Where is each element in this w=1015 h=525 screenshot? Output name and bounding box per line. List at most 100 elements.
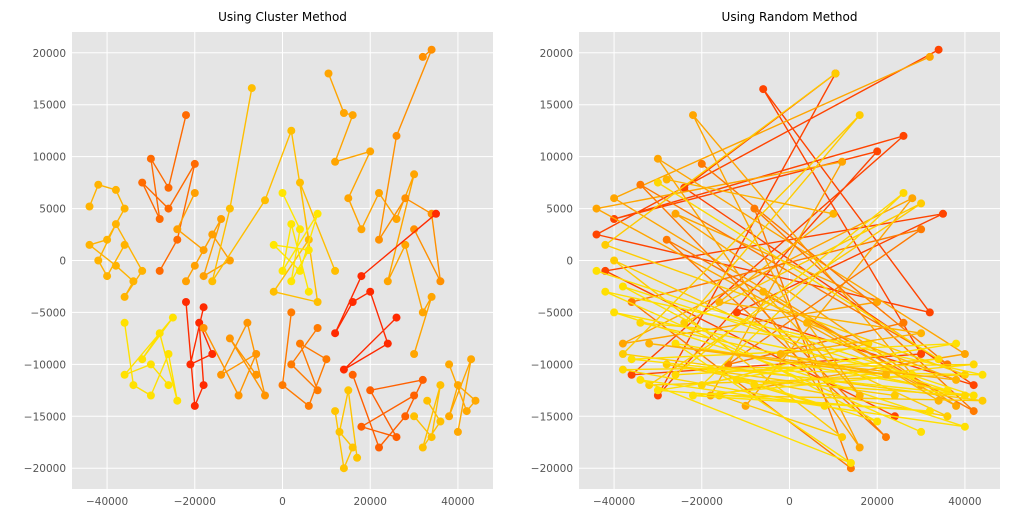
data-point	[208, 230, 217, 239]
series-line	[413, 384, 442, 449]
data-point	[146, 154, 155, 163]
series-9	[182, 298, 217, 410]
data-point	[103, 272, 112, 281]
data-point	[296, 339, 304, 348]
data-point	[601, 287, 610, 296]
data-point	[146, 391, 155, 400]
data-point	[199, 381, 208, 390]
data-point	[418, 375, 427, 384]
data-point	[838, 157, 847, 166]
data-point	[776, 350, 785, 358]
series-line	[378, 49, 442, 282]
series-6	[375, 45, 445, 286]
data-point	[952, 401, 961, 410]
series-13	[331, 386, 362, 473]
data-point	[331, 157, 340, 166]
data-point	[331, 266, 340, 275]
data-point	[225, 204, 234, 213]
data-point	[401, 412, 410, 421]
data-point	[344, 194, 353, 203]
data-point	[138, 355, 147, 364]
data-point	[855, 391, 864, 400]
data-point	[392, 433, 401, 442]
data-point	[592, 230, 601, 239]
data-point	[190, 159, 199, 168]
data-point	[978, 370, 987, 379]
data-point	[392, 215, 401, 223]
data-point	[610, 194, 619, 203]
data-point	[943, 412, 952, 421]
data-point	[182, 277, 190, 286]
data-point	[934, 45, 943, 54]
x-tick-label: 0	[279, 496, 286, 508]
data-point	[418, 52, 427, 61]
y-tick-label: 20000	[33, 48, 66, 60]
data-point	[917, 225, 926, 234]
data-point	[190, 401, 199, 410]
data-point	[339, 109, 348, 117]
data-point	[199, 324, 208, 332]
data-point	[855, 111, 864, 120]
data-point	[627, 370, 636, 379]
data-point	[120, 240, 129, 249]
x-tick-labels: −40000 −20000 0 20000 40000	[593, 496, 982, 508]
data-point	[873, 298, 882, 306]
data-point	[618, 350, 627, 358]
series-14	[410, 381, 445, 452]
data-point	[287, 126, 296, 135]
data-point	[873, 417, 882, 426]
data-point	[234, 391, 243, 400]
data-point	[164, 204, 173, 213]
data-point	[287, 308, 296, 317]
data-point	[882, 433, 890, 442]
data-point	[313, 386, 322, 395]
data-point	[969, 381, 978, 390]
series-line	[281, 312, 328, 407]
y-tick-label: −5000	[30, 307, 66, 319]
data-point	[662, 235, 671, 244]
data-point	[138, 266, 147, 275]
data-point	[129, 381, 138, 390]
data-point	[732, 308, 741, 317]
data-point	[410, 350, 419, 358]
data-point	[917, 329, 926, 338]
data-point	[969, 391, 978, 400]
data-point	[339, 464, 348, 473]
data-point	[155, 266, 164, 275]
y-tick-label: 15000	[33, 100, 66, 112]
data-point	[732, 375, 741, 384]
data-point	[287, 220, 296, 229]
data-point	[208, 350, 217, 358]
data-point	[706, 391, 715, 400]
data-point	[85, 202, 94, 211]
data-point	[960, 350, 969, 358]
data-point	[392, 131, 401, 140]
data-point	[759, 85, 768, 94]
series-2	[173, 189, 234, 286]
data-point	[671, 209, 680, 218]
y-tick-label: 10000	[540, 152, 573, 164]
series-line	[352, 374, 424, 449]
series-12	[348, 370, 427, 452]
series-4	[269, 189, 322, 296]
data-point	[366, 386, 375, 395]
x-tick-label: 0	[786, 496, 793, 508]
data-point	[331, 329, 340, 338]
data-point	[164, 350, 173, 358]
data-point	[427, 433, 436, 442]
series-6	[645, 175, 961, 405]
data-point	[592, 266, 601, 275]
data-point	[427, 292, 436, 301]
data-point	[952, 339, 961, 348]
data-point	[331, 407, 340, 416]
data-point	[278, 189, 287, 197]
data-point	[199, 303, 208, 312]
data-point	[846, 459, 855, 467]
data-point	[120, 204, 129, 213]
data-point	[173, 235, 182, 244]
data-point	[618, 339, 627, 348]
data-point	[296, 225, 304, 234]
series-line	[334, 213, 437, 371]
data-point	[199, 246, 208, 255]
data-point	[671, 370, 680, 379]
